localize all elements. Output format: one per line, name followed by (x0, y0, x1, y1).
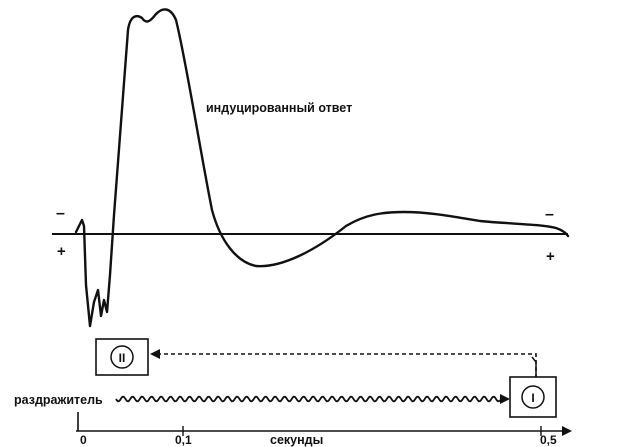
dashed-arrow-head (150, 349, 160, 359)
block-2 (95, 338, 149, 376)
dashed-arrow (154, 353, 537, 378)
polarity-right-minus: – (545, 206, 554, 223)
polarity-left-plus: + (57, 243, 66, 260)
evoked-response-curve (74, 8, 570, 328)
polarity-left-minus: – (56, 205, 65, 222)
tick-label-0: 0 (80, 433, 87, 447)
block-2-label: II (119, 351, 126, 365)
stimulus-label: раздражитель (14, 393, 103, 407)
time-axis-arrow-head (562, 426, 572, 436)
polarity-right-plus: + (546, 248, 555, 265)
time-axis-label: секунды (270, 433, 323, 447)
stimulus-arrow-head (500, 394, 510, 404)
block-1-label: I (531, 391, 534, 405)
tick-label-0.5: 0,5 (540, 433, 557, 447)
block-1-circle (521, 385, 545, 409)
stimulus-wave (115, 395, 501, 403)
block-1 (509, 376, 557, 418)
block-2-circle (110, 345, 134, 369)
tick-label-0.1: 0,1 (175, 433, 192, 447)
response-label: индуцированный ответ (206, 101, 352, 115)
